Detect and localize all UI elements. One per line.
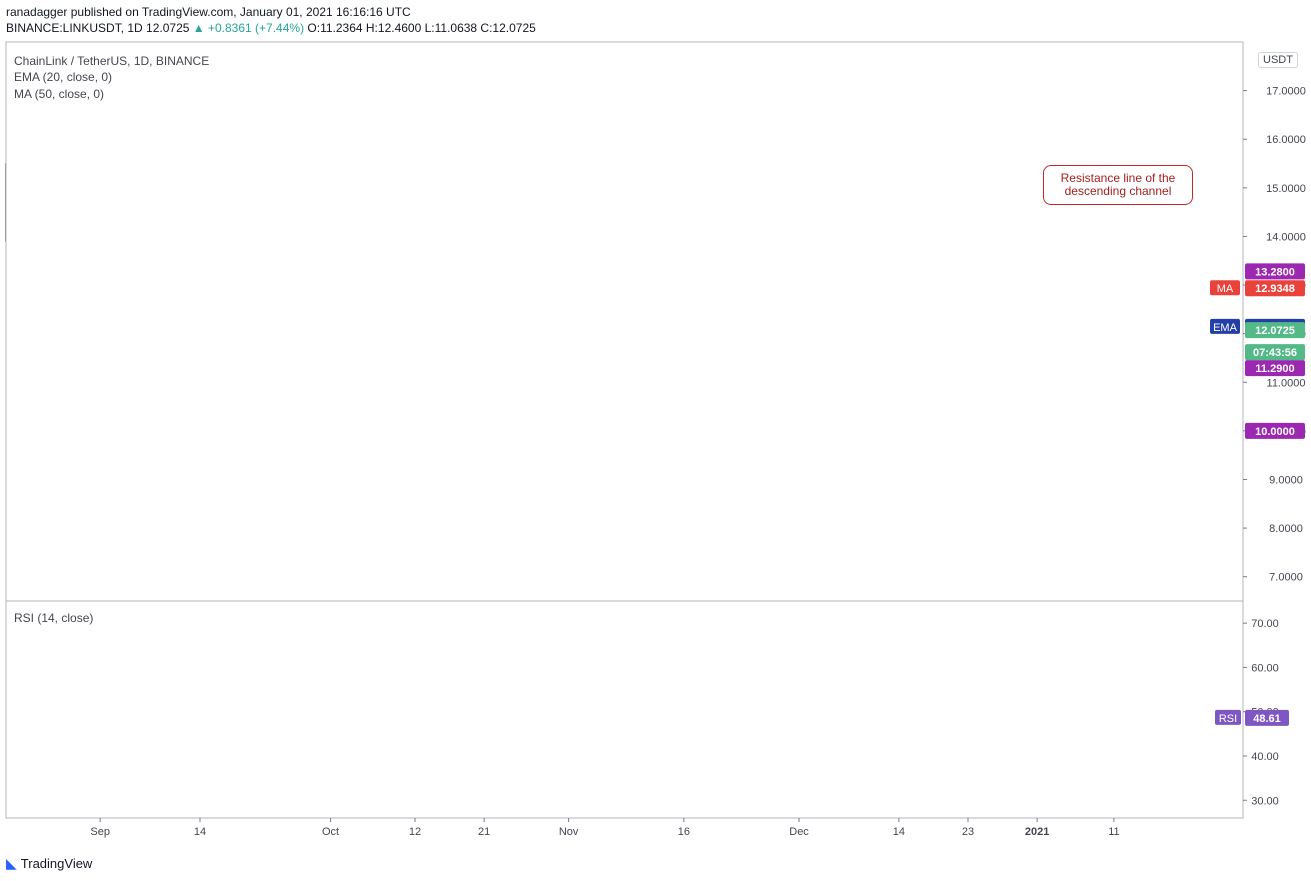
time-axis-label: 14 [893, 826, 905, 838]
time-axis-label: 21 [478, 826, 490, 838]
time-axis-label: 16 [678, 826, 690, 838]
price-tag-value: 07:43:56 [1253, 347, 1297, 359]
rsi-axis-label: 40.00 [1251, 751, 1279, 763]
price-axis-label: 17.0000 [1266, 86, 1306, 98]
price-axis-label: 8.0000 [1269, 523, 1303, 535]
price-tag-title: MA [1217, 283, 1234, 295]
time-axis-label: 12 [409, 826, 421, 838]
level-tag-value: 10.0000 [1255, 426, 1295, 438]
time-axis-label: 2021 [1025, 826, 1049, 838]
time-axis-label: 23 [962, 826, 974, 838]
time-axis-label: 14 [194, 826, 206, 838]
price-tag-title-box [1210, 280, 1240, 296]
price-tag-value: 12.0725 [1255, 325, 1295, 337]
price-axis-label: 9.0000 [1269, 474, 1303, 486]
level-tag-value: 13.2800 [1255, 266, 1295, 278]
time-axis-label: Dec [789, 826, 809, 838]
rsi-title: RSI [1219, 713, 1237, 725]
rsi-title-box [1215, 709, 1241, 725]
time-axis-label: Nov [559, 826, 579, 838]
tradingview-brand: TradingView [20, 856, 93, 871]
level-tag-value: 11.2900 [1255, 363, 1294, 375]
level-tag-box [1245, 422, 1305, 439]
rsi-value: 48.61 [1253, 713, 1281, 725]
rsi-axis-label: 60.00 [1251, 662, 1279, 674]
rsi-axis-label: 30.00 [1251, 795, 1279, 807]
ma-legend: MA (50, close, 0) [14, 87, 105, 101]
rsi-value-box [1245, 709, 1289, 726]
price-tag-title: EMA [1213, 322, 1238, 334]
price-tag-box [1245, 344, 1305, 361]
rsi-axis-label: 70.00 [1251, 618, 1279, 630]
price-tag-value: 12.9348 [1255, 283, 1295, 295]
level-tag-box [1245, 263, 1305, 280]
price-axis-label: 7.0000 [1269, 572, 1303, 584]
publish-line: ranadagger published on TradingView.com,… [6, 5, 411, 19]
symbol-line: BINANCE:LINKUSDT, 1D 12.0725 ▲ +0.8361 (… [6, 21, 536, 35]
time-axis-label: 11 [1108, 826, 1119, 838]
time-axis-label: Oct [322, 826, 339, 838]
price-axis-label: 14.0000 [1266, 231, 1306, 243]
last-close: 12.0725 [146, 21, 190, 35]
ema-legend: EMA (20, close, 0) [14, 70, 113, 84]
annotation-callout: Resistance line of the descending channe… [1043, 165, 1193, 205]
level-tag-box [1245, 360, 1305, 377]
price-change: ▲ +0.8361 (+7.44%) [192, 21, 305, 35]
tradingview-logo[interactable]: ◣ TradingView [6, 855, 92, 872]
chart-title: ChainLink / TetherUS, 1D, BINANCE [14, 54, 210, 68]
tradingview-logo-icon: ◣ [6, 855, 17, 871]
rsi-legend: RSI (14, close) [14, 611, 94, 625]
plot-frame [5, 41, 1244, 819]
price-tag-box [1245, 322, 1305, 339]
price-axis-label: 11.0000 [1267, 377, 1306, 389]
symbol: BINANCE:LINKUSDT, 1D [6, 21, 143, 35]
price-axis-label: 16.0000 [1266, 134, 1306, 146]
price-tag-box [1245, 280, 1305, 297]
price-axis-label: 15.0000 [1266, 183, 1306, 195]
price-tag-title-box [1210, 318, 1240, 334]
time-axis-label: Sep [90, 826, 110, 838]
ohlc-values: O:11.2364 H:12.4600 L:11.0638 C:12.0725 [307, 21, 536, 35]
currency-badge[interactable]: USDT [1258, 52, 1298, 68]
